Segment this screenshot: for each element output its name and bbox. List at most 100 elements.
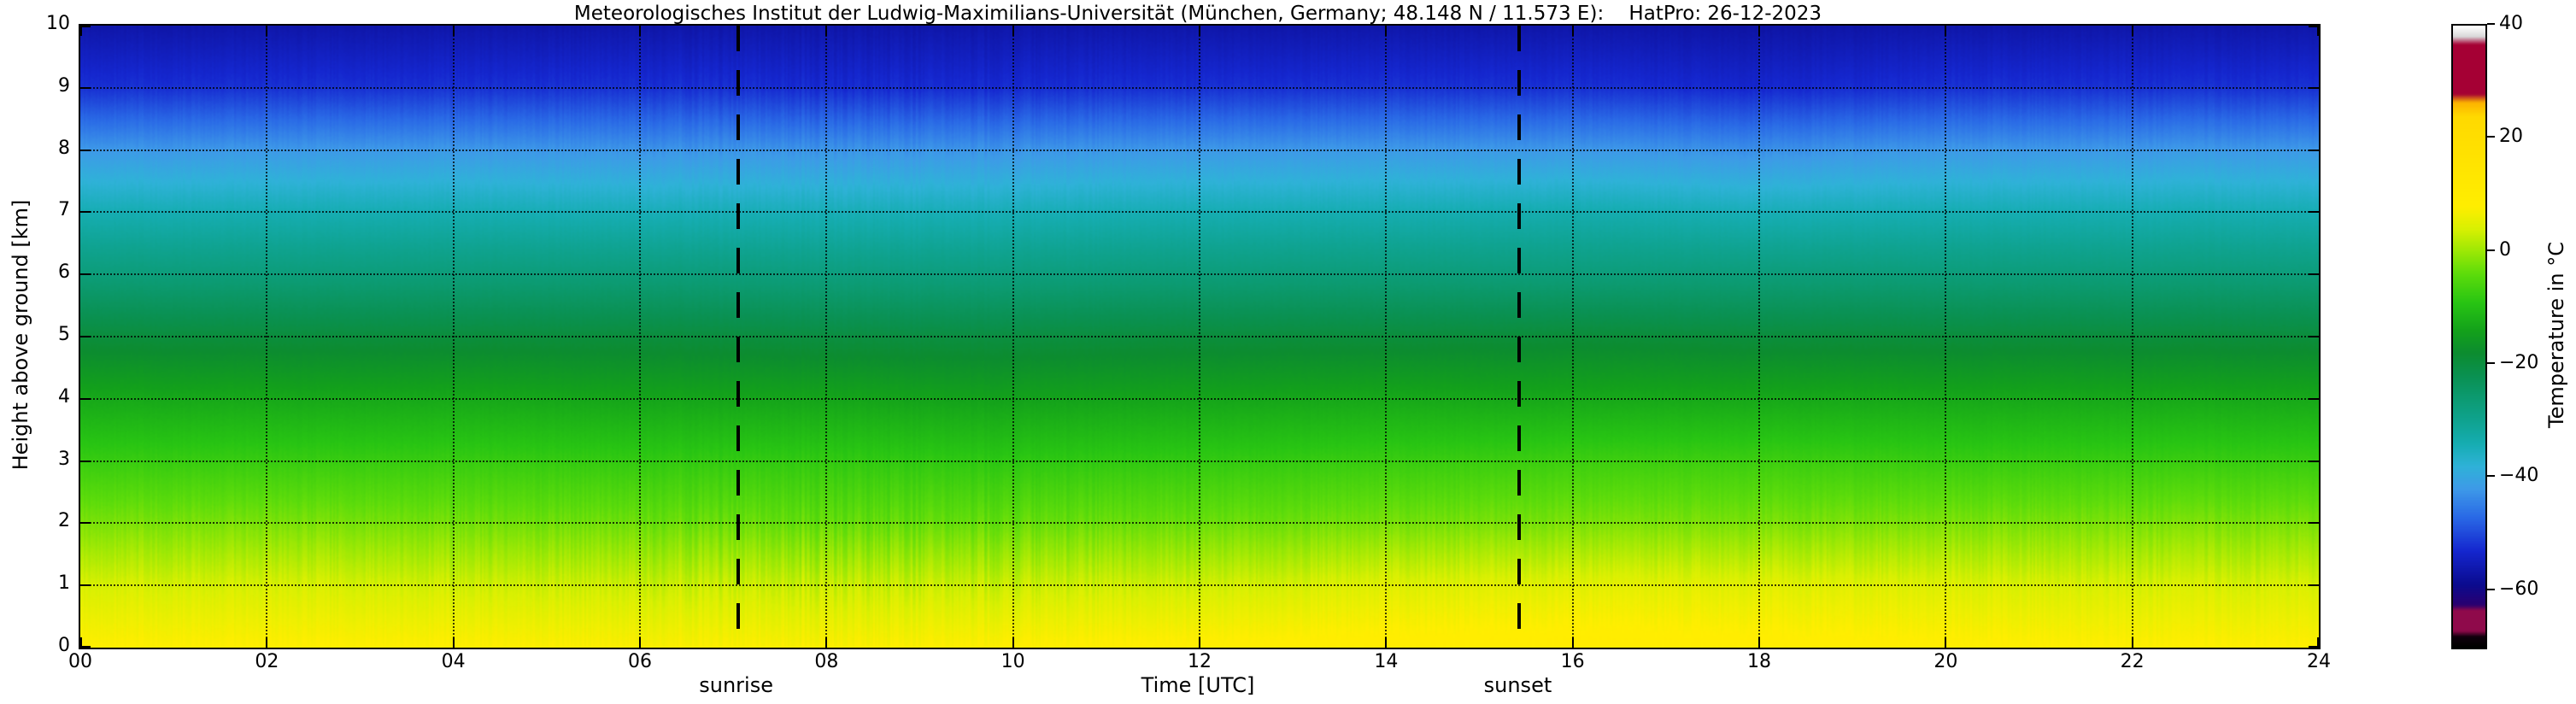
colorbar-canvas [2453, 26, 2485, 648]
plot-area [79, 24, 2321, 649]
x-tick-mark [1571, 26, 1574, 36]
y-tick-mark [2309, 149, 2319, 151]
y-tick-mark [80, 149, 91, 151]
x-tick-label: 14 [1374, 651, 1399, 672]
y-tick-mark [80, 397, 91, 400]
x-tick-mark [825, 26, 828, 36]
x-tick-mark [639, 637, 641, 648]
y-tick-mark [80, 522, 91, 525]
y-tick-label: 0 [58, 635, 70, 656]
colorbar-tick-label: −40 [2499, 465, 2539, 487]
y-tick-mark [2309, 584, 2319, 587]
colorbar-tick-label: 0 [2499, 238, 2511, 261]
colorbar-tick-label: −60 [2499, 578, 2539, 600]
y-tick-label: 2 [58, 510, 70, 532]
colorbar-tick-mark [2487, 588, 2495, 590]
x-tick-label: 24 [2307, 651, 2331, 672]
y-tick-mark [2309, 397, 2319, 400]
colorbar-tick-label: 20 [2499, 126, 2523, 148]
colorbar-tick-label: 40 [2499, 13, 2523, 34]
colorbar-tick-mark [2487, 362, 2495, 365]
x-tick-label: 20 [1933, 651, 1958, 672]
x-tick-label: 12 [1188, 651, 1212, 672]
y-tick-label: 7 [58, 199, 70, 221]
gridline-horizontal [80, 397, 2319, 400]
gridline-horizontal [80, 336, 2319, 337]
y-tick-mark [2309, 86, 2319, 89]
y-tick-label: 3 [58, 448, 70, 470]
x-tick-label: 06 [628, 651, 652, 672]
x-tick-mark [452, 637, 455, 648]
y-tick-label: 4 [58, 385, 70, 408]
x-tick-mark [1385, 26, 1388, 36]
x-tick-mark [266, 637, 268, 648]
x-tick-mark [1758, 26, 1760, 36]
y-tick-label: 6 [58, 261, 70, 284]
colorbar-tick-mark [2487, 23, 2495, 25]
y-tick-label: 1 [58, 572, 70, 595]
gridline-horizontal [80, 522, 2319, 525]
x-tick-label: 10 [1000, 651, 1025, 672]
y-tick-mark [80, 336, 91, 337]
gridline-horizontal [80, 273, 2319, 276]
y-tick-mark [80, 584, 91, 587]
sunset-label: sunset [1483, 673, 1552, 697]
colorbar-tick-mark [2487, 475, 2495, 478]
x-tick-mark [452, 26, 455, 36]
x-tick-label: 00 [68, 651, 92, 672]
y-tick-mark [80, 460, 91, 462]
y-tick-mark [2309, 211, 2319, 214]
x-tick-mark [1758, 637, 1760, 648]
y-tick-mark [80, 646, 91, 648]
x-tick-mark [80, 637, 82, 648]
x-tick-mark [266, 26, 268, 36]
x-axis-label: Time [UTC] [1141, 673, 1255, 697]
x-tick-mark [2131, 637, 2133, 648]
gridline-horizontal [80, 211, 2319, 214]
x-tick-mark [2131, 26, 2133, 36]
chart-title: Meteorologisches Institut der Ludwig-Max… [573, 3, 1822, 25]
sunrise-label: sunrise [699, 673, 773, 697]
y-tick-mark [2309, 522, 2319, 525]
x-tick-mark [1199, 637, 1200, 648]
colorbar-axis-label: Temperature in °C [2544, 242, 2568, 428]
y-tick-mark [80, 86, 91, 89]
y-tick-mark [2309, 336, 2319, 337]
colorbar-tick-label: −20 [2499, 352, 2539, 374]
x-tick-mark [80, 26, 82, 36]
x-tick-label: 08 [814, 651, 839, 672]
gridline-horizontal [80, 149, 2319, 151]
colorbar-tick-mark [2487, 249, 2495, 251]
x-tick-mark [1945, 26, 1947, 36]
colorbar-tick-mark [2487, 136, 2495, 138]
x-tick-mark [1571, 637, 1574, 648]
y-tick-mark [2309, 26, 2319, 27]
colorbar [2451, 24, 2487, 649]
y-tick-mark [2309, 460, 2319, 462]
x-tick-label: 04 [441, 651, 466, 672]
x-tick-label: 16 [1560, 651, 1585, 672]
y-tick-label: 9 [58, 74, 70, 97]
x-tick-mark [639, 26, 641, 36]
gridline-horizontal [80, 86, 2319, 89]
x-tick-mark [1012, 637, 1014, 648]
x-tick-mark [1385, 637, 1388, 648]
x-tick-label: 02 [255, 651, 279, 672]
x-tick-label: 22 [2120, 651, 2145, 672]
y-tick-label: 8 [58, 137, 70, 159]
y-tick-mark [2309, 646, 2319, 648]
x-tick-mark [1945, 637, 1947, 648]
y-tick-label: 5 [58, 324, 70, 345]
y-tick-mark [80, 211, 91, 214]
x-tick-mark [2317, 637, 2319, 648]
gridline-horizontal [80, 460, 2319, 462]
x-tick-mark [2317, 26, 2319, 36]
y-tick-mark [80, 273, 91, 276]
x-tick-mark [1012, 26, 1014, 36]
y-tick-mark [80, 26, 91, 27]
y-tick-mark [2309, 273, 2319, 276]
x-tick-mark [825, 637, 828, 648]
x-tick-label: 18 [1747, 651, 1771, 672]
x-tick-mark [1199, 26, 1200, 36]
